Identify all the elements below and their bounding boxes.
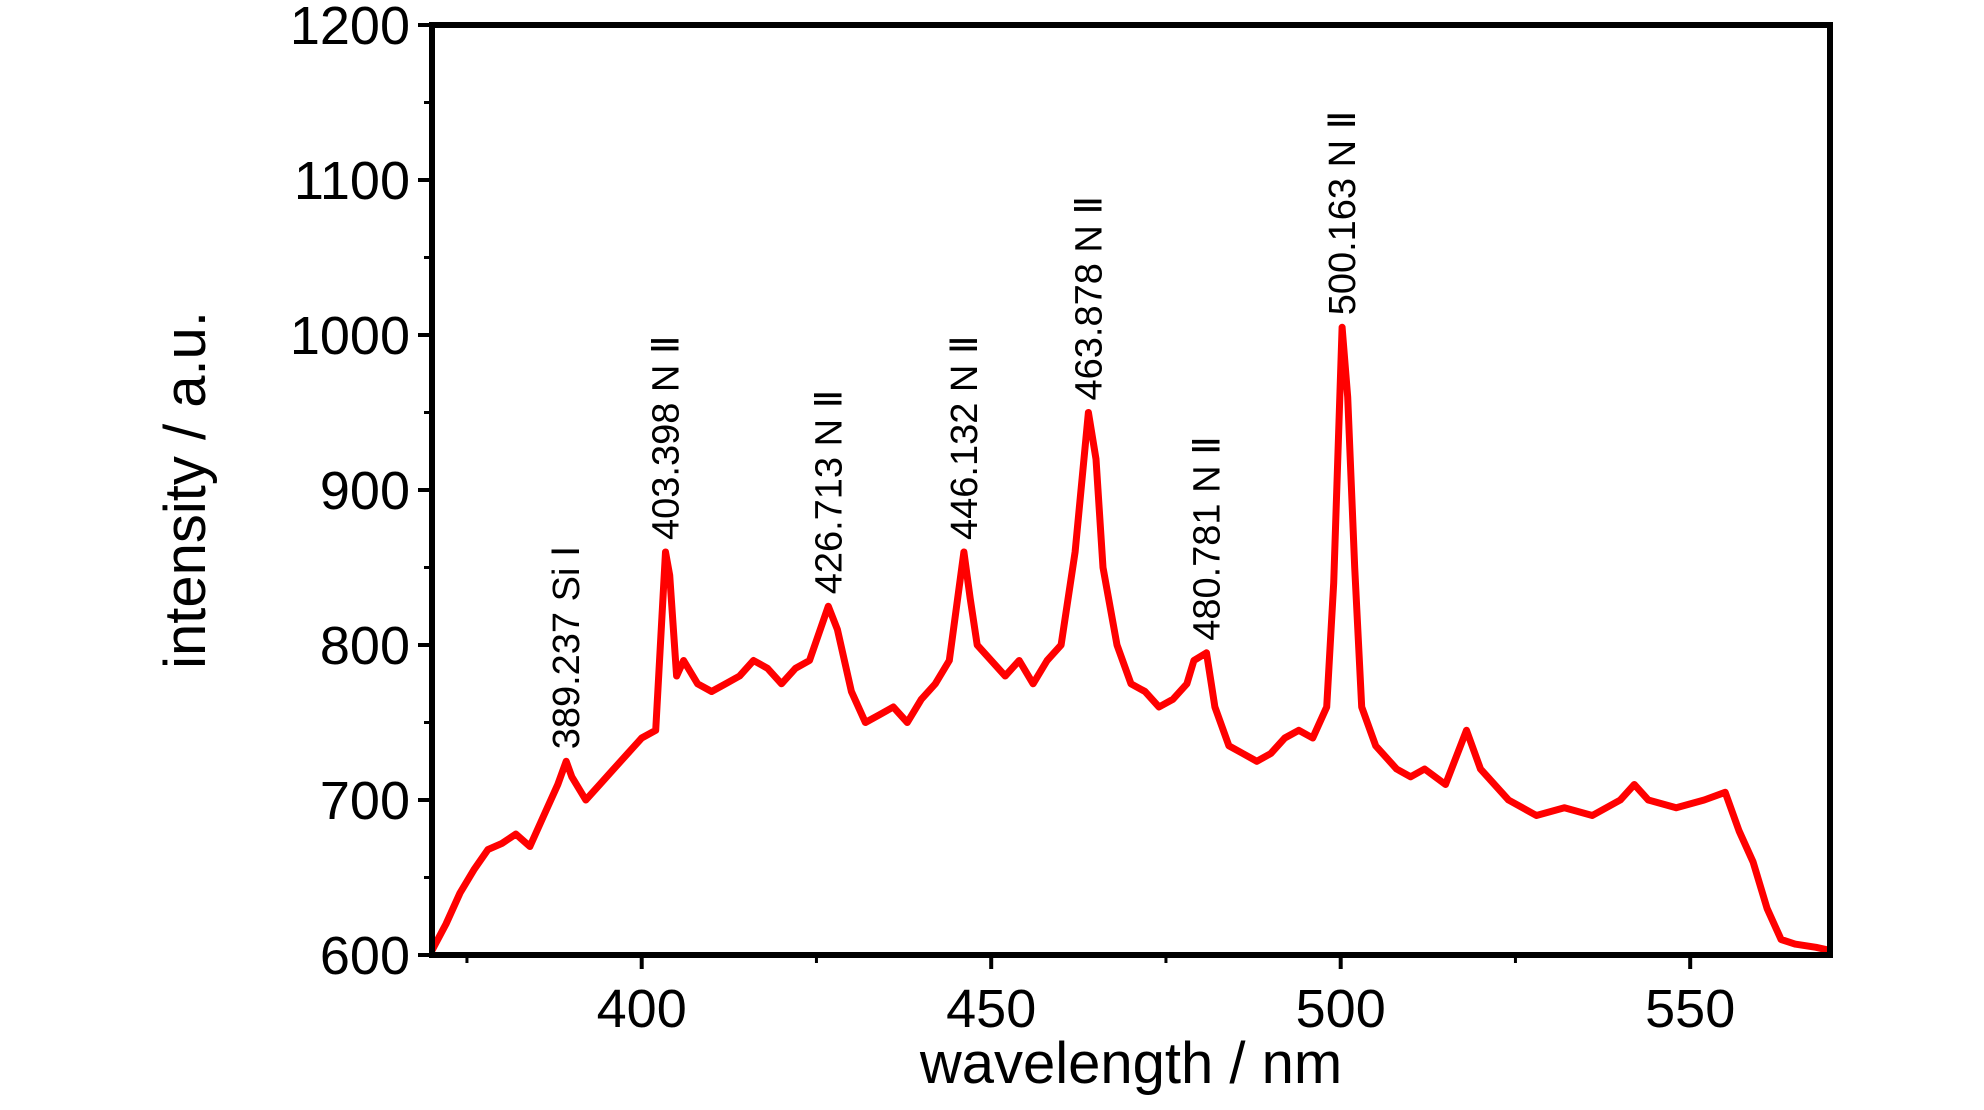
peak-label: 426.713 N Ⅱ — [808, 390, 850, 595]
x-tick-label: 400 — [597, 979, 687, 1039]
x-axis: 400 450 500 550 — [465, 955, 1735, 1039]
spectrum-line — [428, 323, 1831, 954]
y-tick-label: 700 — [320, 771, 410, 831]
x-tick-label: 550 — [1645, 979, 1735, 1039]
peak-label: 463.878 N Ⅱ — [1068, 196, 1110, 401]
y-tick-label: 1000 — [290, 306, 410, 366]
peak-label: 480.781 N Ⅱ — [1187, 436, 1229, 641]
x-axis-title: wavelength / nm — [919, 1031, 1342, 1096]
y-tick-label: 800 — [320, 616, 410, 676]
y-axis-title: intensity / a.u. — [153, 311, 218, 669]
y-tick-label: 600 — [320, 926, 410, 986]
plot-frame — [429, 22, 1833, 958]
peak-label: 403.398 N Ⅱ — [646, 335, 688, 540]
peak-label: 389.237 Si Ⅰ — [546, 546, 588, 749]
y-axis: 600 700 800 900 1000 1100 1200 — [290, 0, 432, 986]
x-tick-label: 500 — [1296, 979, 1386, 1039]
x-tick-label: 450 — [946, 979, 1036, 1039]
peak-label: 446.132 N Ⅱ — [944, 335, 986, 540]
y-tick-label: 1100 — [294, 151, 410, 211]
y-tick-label: 1200 — [290, 0, 410, 56]
peak-label: 500.163 N Ⅱ — [1322, 111, 1364, 316]
peak-annotations: 389.237 Si Ⅰ 403.398 N Ⅱ 426.713 N Ⅱ 446.13… — [546, 111, 1364, 750]
y-tick-label: 900 — [320, 461, 410, 521]
